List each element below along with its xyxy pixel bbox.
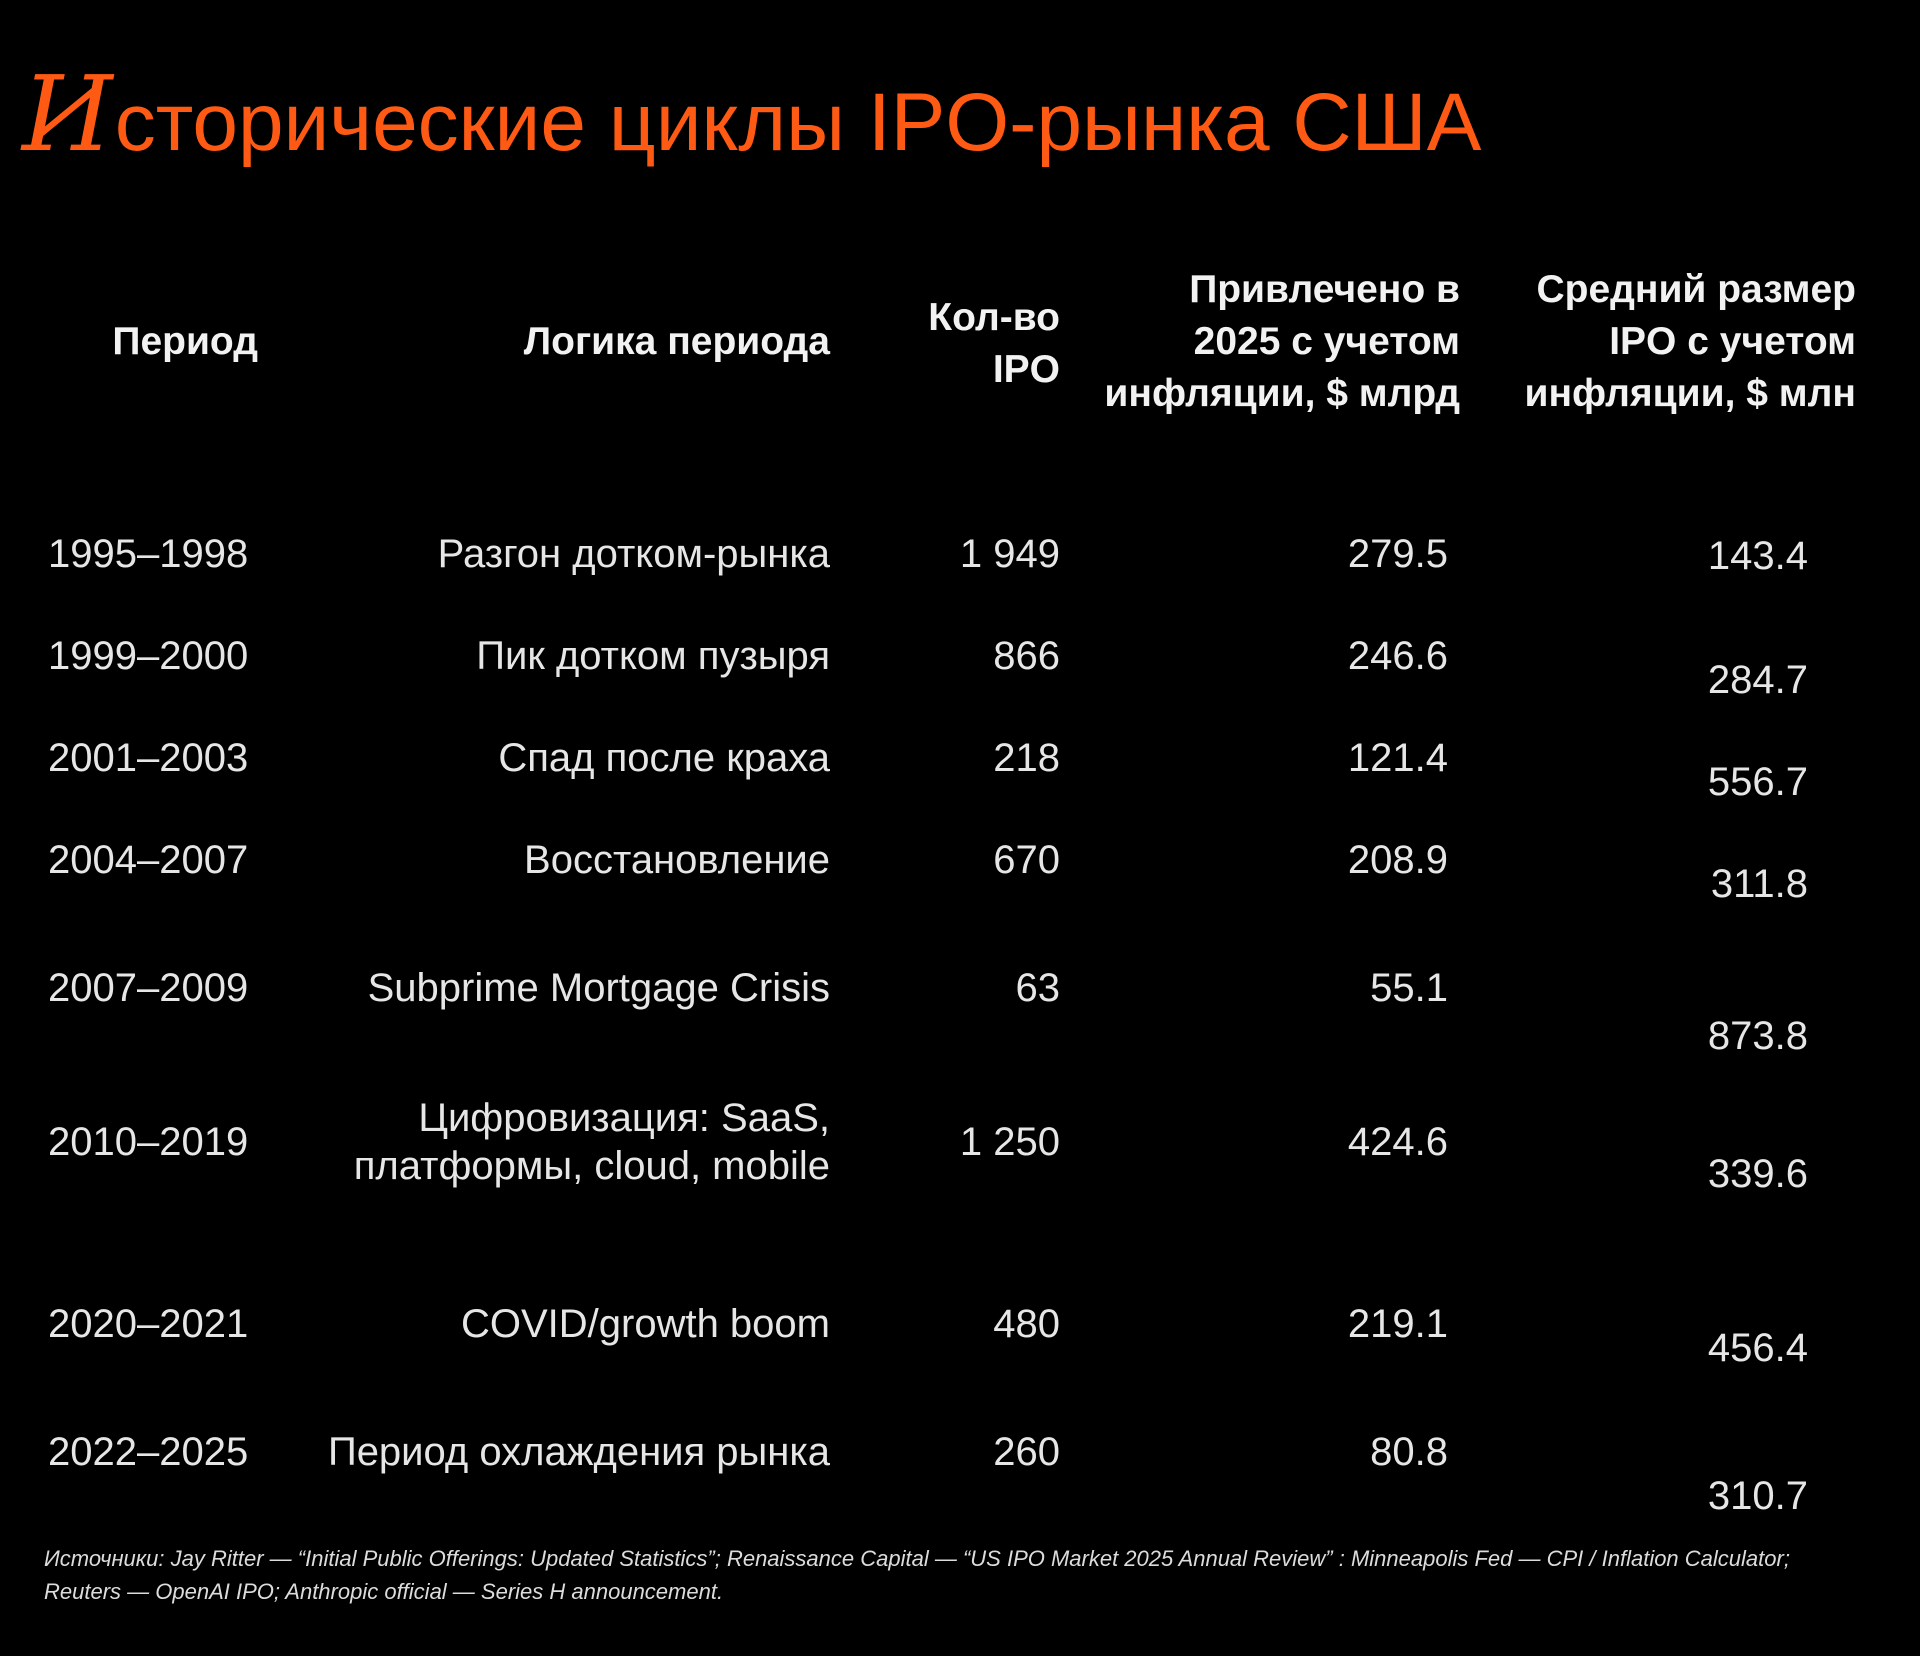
cell-count: 63: [1015, 966, 1061, 1010]
cell-count: 1 949: [959, 532, 1060, 576]
cell-period: 2022–2025: [48, 1430, 249, 1474]
cell-raised: 80.8: [1370, 1430, 1448, 1474]
cell-raised: 219.1: [1347, 1302, 1448, 1346]
cell-avg: 143.4: [1707, 534, 1808, 578]
cell-logic: Разгон дотком-рынка: [437, 532, 830, 576]
cell-count: 866: [993, 634, 1060, 678]
cell-raised: 55.1: [1370, 966, 1448, 1010]
cell-logic: Восстановление: [524, 838, 830, 882]
cell-period: 2020–2021: [48, 1302, 249, 1346]
cell-period: 2004–2007: [48, 838, 249, 882]
cell-logic: Спад после краха: [498, 736, 830, 780]
cell-logic: Цифровизация: SaaS, платформы, cloud, mo…: [353, 1096, 830, 1188]
title-text: сторические циклы IPO-рынка США: [114, 77, 1482, 168]
title-initial-letter: И: [22, 53, 113, 175]
cell-avg: 456.4: [1707, 1326, 1808, 1370]
cell-logic: Subprime Mortgage Crisis: [367, 966, 830, 1010]
cell-logic: Пик дотком пузыря: [476, 634, 830, 678]
cell-count: 670: [993, 838, 1060, 882]
cell-period: 1999–2000: [48, 634, 249, 678]
cell-avg: 873.8: [1707, 1014, 1808, 1058]
header-period: Период: [112, 320, 258, 363]
cell-count: 480: [993, 1302, 1060, 1346]
cell-raised: 246.6: [1347, 634, 1448, 678]
cell-count: 1 250: [959, 1120, 1060, 1164]
cell-raised: 424.6: [1347, 1120, 1448, 1164]
cell-period: 2007–2009: [48, 966, 249, 1010]
header-count: Кол-во IPO: [928, 296, 1060, 391]
header-raised: Привлечено в 2025 с учетом инфляции, $ м…: [1104, 268, 1460, 415]
header-avg: Средний размер IPO с учетом инфляции, $ …: [1524, 268, 1856, 415]
cell-logic: Период охлаждения рынка: [327, 1430, 830, 1474]
cell-count: 260: [993, 1430, 1060, 1474]
cell-avg: 339.6: [1707, 1152, 1808, 1196]
cell-avg: 310.7: [1707, 1474, 1808, 1518]
page-title: И сторические циклы IPO-рынка США: [22, 62, 1481, 182]
cell-period: 2001–2003: [48, 736, 249, 780]
cell-avg: 311.8: [1710, 862, 1808, 906]
cell-raised: 121.4: [1347, 736, 1448, 780]
cell-avg: 284.7: [1707, 658, 1808, 702]
sources-note: Источники: Jay Ritter — “Initial Public …: [44, 1546, 1790, 1604]
header-logic: Логика периода: [523, 320, 830, 363]
cell-logic: COVID/growth boom: [460, 1302, 830, 1346]
cell-raised: 208.9: [1347, 838, 1448, 882]
cell-avg: 556.7: [1707, 760, 1808, 804]
cell-count: 218: [993, 736, 1060, 780]
cell-period: 2010–2019: [48, 1120, 249, 1164]
cell-raised: 279.5: [1347, 532, 1448, 576]
cell-period: 1995–1998: [48, 532, 249, 576]
